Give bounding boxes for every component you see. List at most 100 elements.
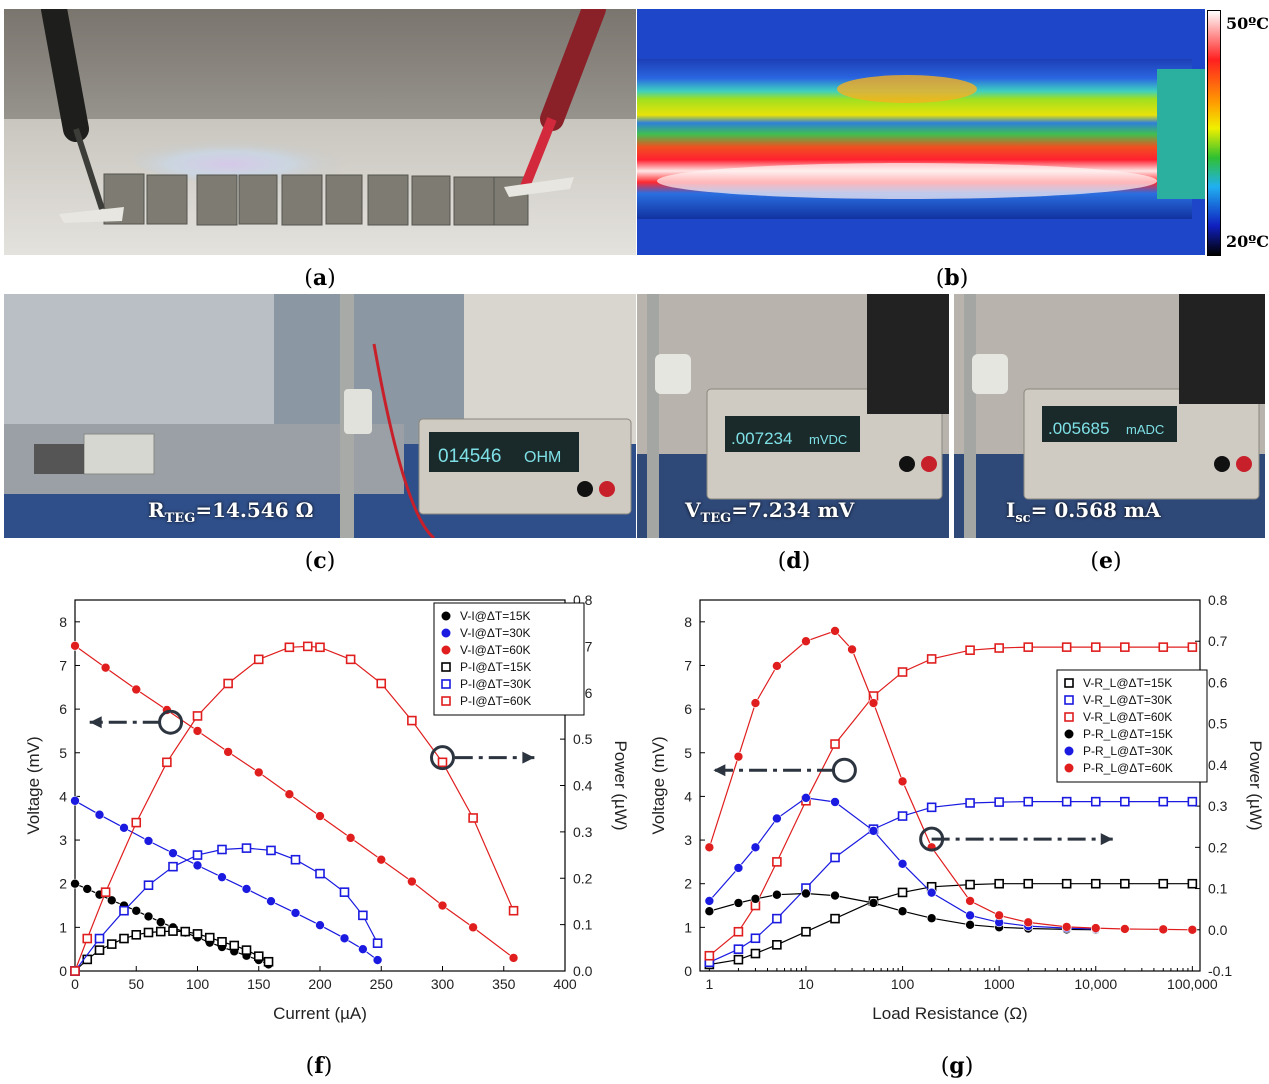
data-point [143, 911, 154, 922]
data-point [253, 654, 264, 665]
legend-label: P-R_L@ΔT=30K [1083, 744, 1173, 758]
data-point [830, 852, 840, 863]
legend-label: P-I@ΔT=60K [460, 694, 531, 708]
series-2 [704, 796, 1198, 968]
data-point [733, 954, 744, 965]
data-point [376, 678, 387, 689]
y-tick-label: 6 [684, 701, 692, 717]
data-point [315, 920, 325, 930]
current-label: Isc= 0.568 mA [1006, 498, 1161, 526]
caption-c: (c) [304, 548, 336, 574]
data-point [1061, 878, 1072, 889]
legend-marker [441, 662, 451, 672]
data-point [1023, 642, 1034, 652]
data-point [1061, 922, 1072, 932]
data-point [508, 905, 519, 916]
thermal-heatmap [637, 9, 1205, 255]
data-point [437, 757, 448, 768]
data-point [94, 809, 105, 820]
y-tick-label: 6 [59, 701, 67, 717]
data-point [266, 896, 276, 906]
meter-reading-c: 014546 [438, 446, 501, 467]
data-point [1090, 796, 1101, 807]
data-point [830, 890, 840, 901]
data-point [830, 626, 840, 636]
legend-marker [1064, 712, 1074, 722]
data-point [772, 813, 782, 824]
data-point [1158, 924, 1169, 935]
axis-indicator-circle [430, 745, 455, 771]
y-tick-label: 7 [59, 657, 67, 673]
data-point [119, 823, 129, 833]
x-tick-label: 1 [705, 976, 713, 992]
axis-indicator-arrowhead [1100, 833, 1113, 846]
data-point [143, 927, 154, 938]
data-point [1023, 796, 1034, 807]
y2-tick-label: 0.1 [1208, 881, 1228, 897]
photo-resistance-measurement: 014546 OHM RTEG=14.546 Ω [4, 294, 636, 538]
legend-label: P-R_L@ΔT=15K [1083, 727, 1173, 741]
data-point [1090, 923, 1101, 933]
data-point [965, 798, 975, 808]
data-point [223, 747, 233, 757]
data-point [162, 757, 172, 768]
data-point [100, 887, 111, 897]
data-point [830, 739, 840, 749]
legend-label: V-I@ΔT=30K [460, 626, 531, 640]
series-6 [70, 641, 519, 976]
data-point [772, 661, 782, 671]
data-point [180, 926, 191, 937]
legend-marker [441, 628, 451, 638]
x-tick-label: 10 [798, 976, 814, 992]
legend-label: V-I@ΔT=60K [460, 643, 531, 657]
series-line [708, 797, 1096, 930]
legend-marker [1064, 746, 1074, 756]
data-point [302, 641, 313, 652]
data-point [733, 944, 744, 954]
data-point [372, 955, 383, 965]
data-point [155, 926, 166, 937]
y-tick-label: 5 [59, 745, 67, 761]
data-point [704, 950, 715, 961]
y2-tick-label: 0.3 [573, 824, 593, 840]
colorbar-min-label: 20ºC [1226, 232, 1269, 251]
data-point [965, 896, 975, 906]
data-point [70, 795, 80, 806]
series-2 [70, 795, 383, 965]
y-tick-label: 1 [684, 919, 692, 935]
data-point [192, 850, 203, 860]
data-point [372, 938, 383, 948]
data-point [168, 926, 178, 936]
y-tick-label: 2 [684, 876, 692, 892]
y2-tick-label: 0.6 [1208, 674, 1228, 690]
x-tick-label: 200 [308, 976, 332, 992]
data-point [897, 859, 908, 869]
data-point [897, 776, 908, 787]
x-tick-label: 400 [553, 976, 577, 992]
y2-tick-label: -0.1 [1208, 963, 1232, 979]
data-point [131, 817, 142, 828]
data-point [1120, 878, 1130, 889]
data-point [106, 939, 117, 949]
data-point [1158, 796, 1169, 807]
y-tick-label: 8 [59, 614, 67, 630]
data-point [407, 876, 417, 887]
caption-d: (d) [777, 548, 811, 574]
data-point [1120, 924, 1130, 934]
meter-reading-e: .005685 [1048, 419, 1109, 438]
y2-tick-label: 0.1 [573, 917, 593, 933]
y-tick-label: 2 [59, 876, 67, 892]
data-point [119, 933, 129, 944]
data-point [70, 966, 80, 976]
data-point [868, 826, 879, 836]
series-3 [70, 641, 519, 963]
data-point [70, 641, 80, 651]
y2-axis-label: Power (µW) [1246, 740, 1265, 830]
data-point [830, 913, 840, 924]
data-point [253, 767, 264, 778]
data-point [750, 842, 761, 853]
data-point [1187, 796, 1198, 807]
data-point [94, 933, 105, 944]
y-tick-label: 0 [684, 963, 692, 979]
data-point [926, 654, 937, 664]
